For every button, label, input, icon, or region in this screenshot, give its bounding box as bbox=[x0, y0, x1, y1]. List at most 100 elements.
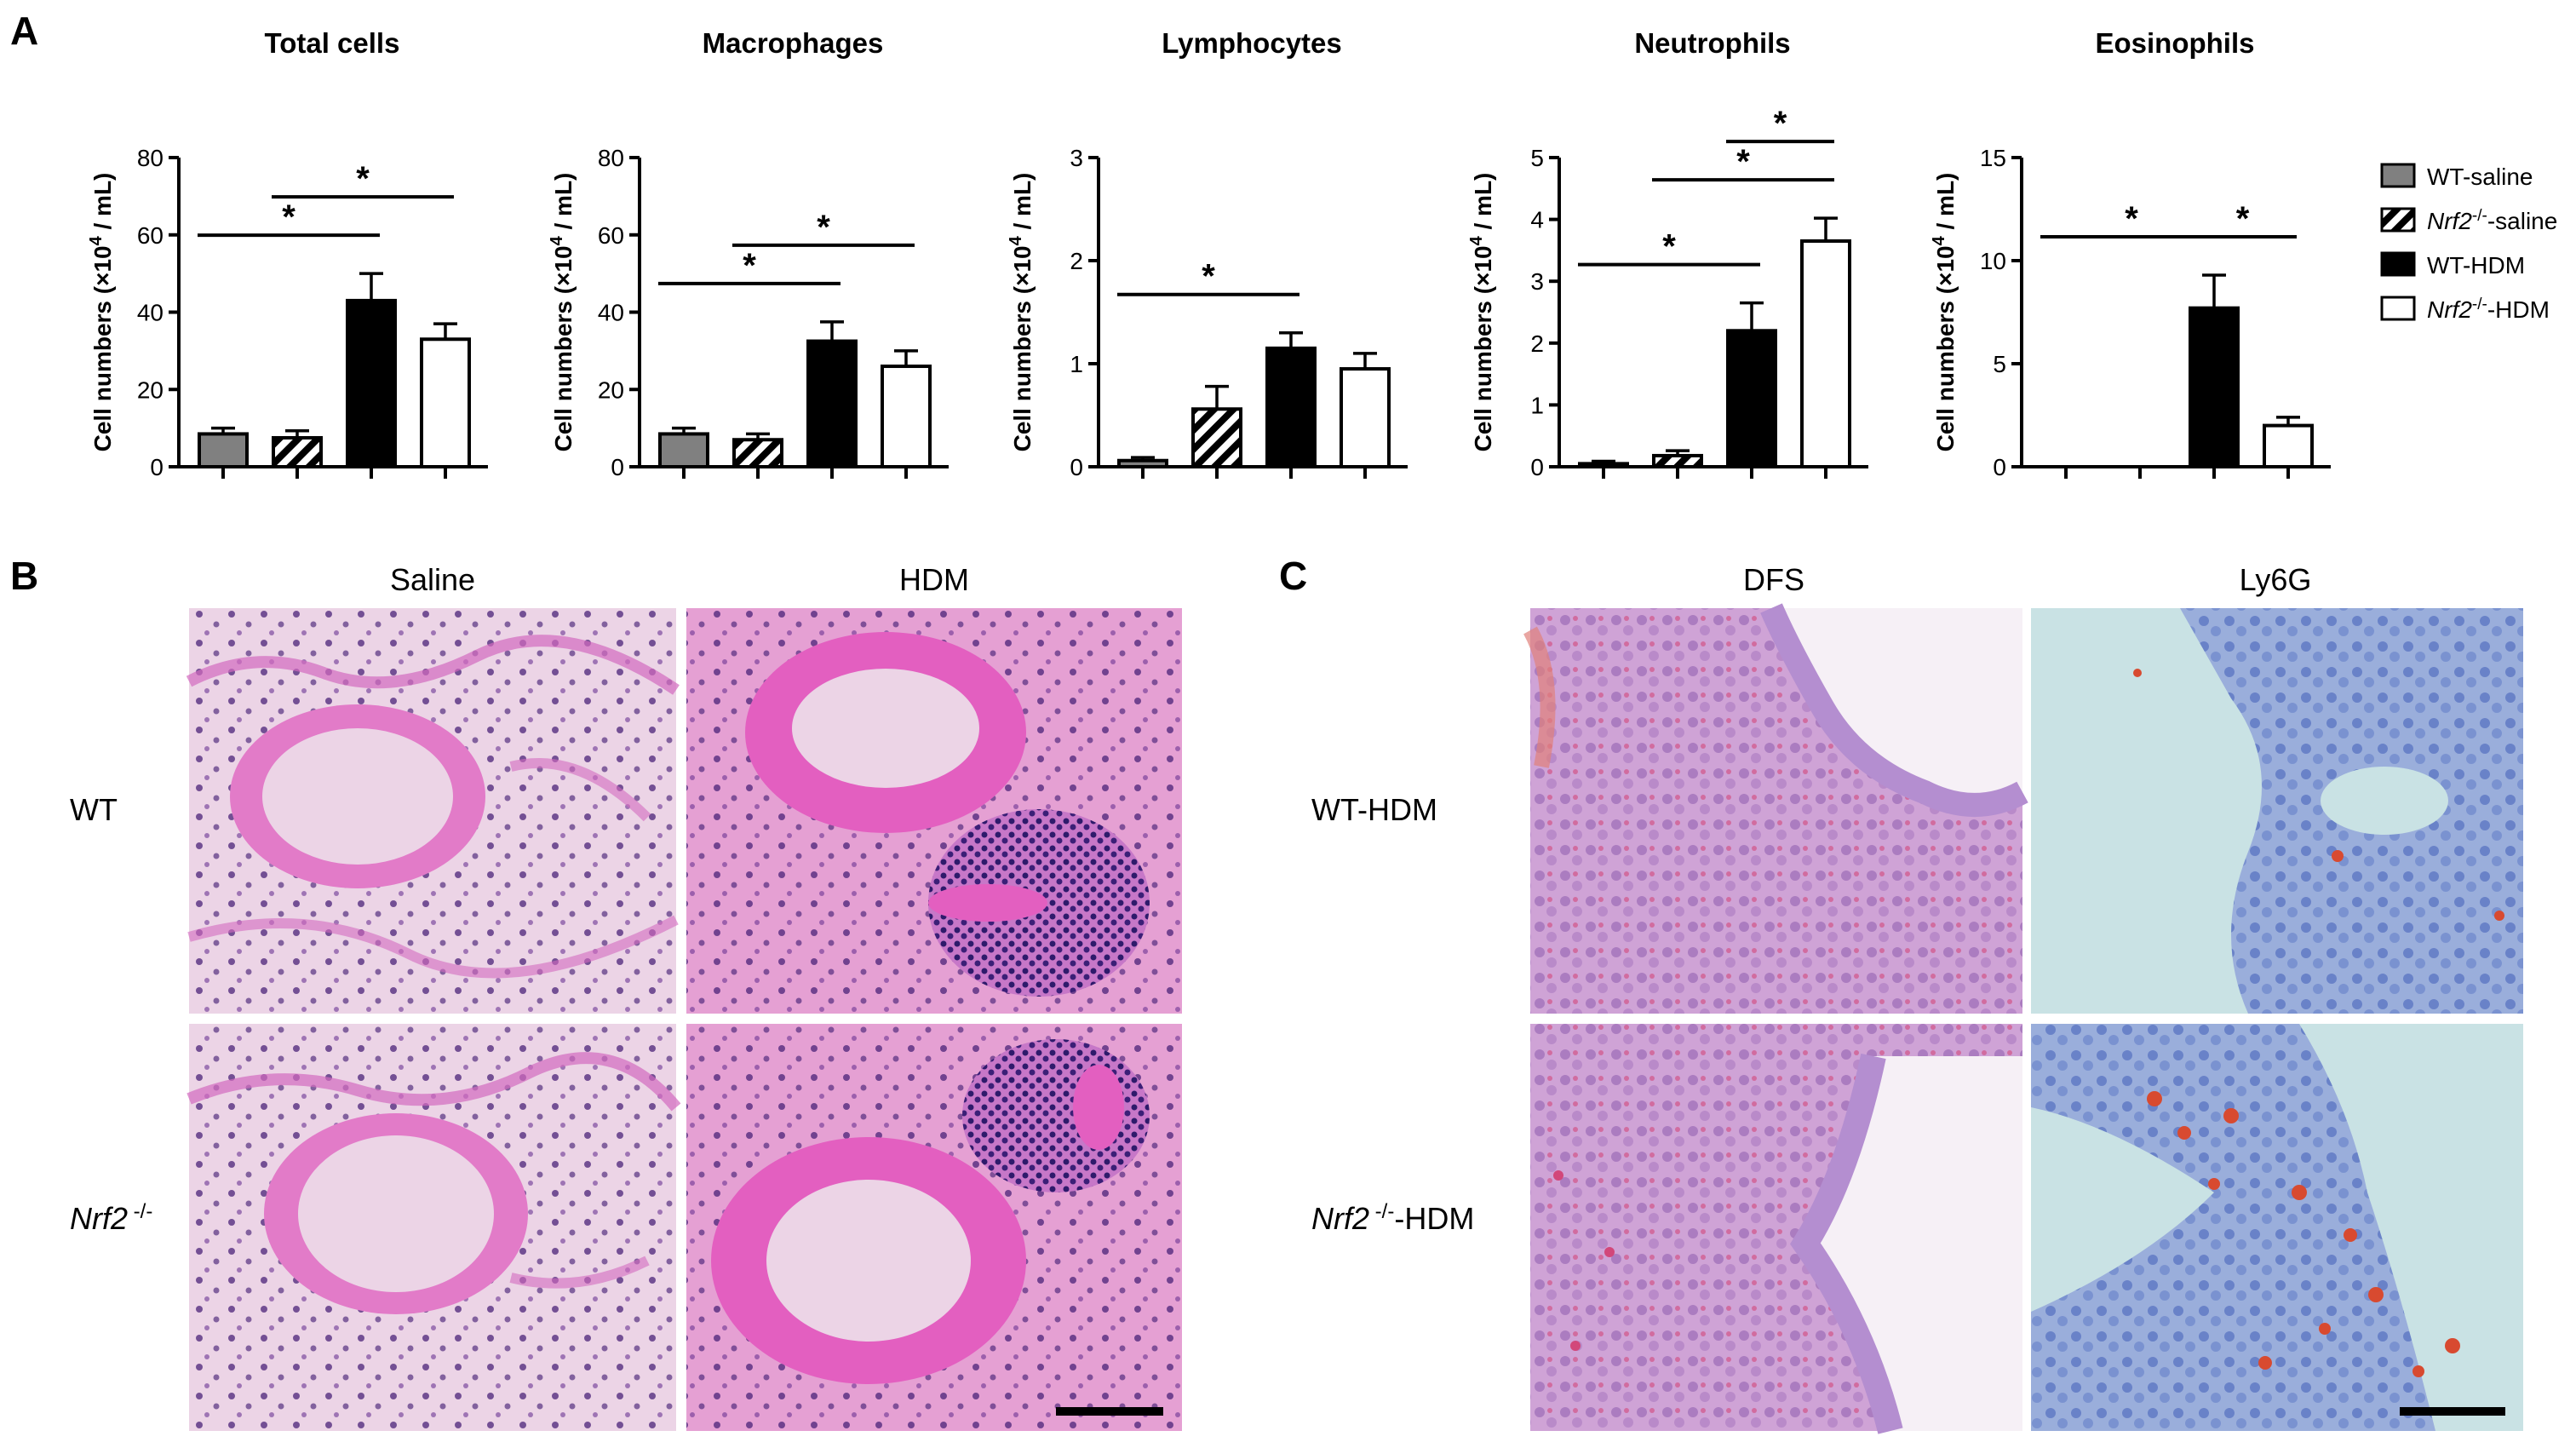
y-tick-label-eosinophils: 5 bbox=[1993, 351, 2006, 377]
bar-lymphocytes-nrf2-hdm bbox=[1340, 367, 1391, 468]
bar-lymphocytes-wt-hdm bbox=[1265, 346, 1317, 468]
y-axis-label-total-cells: Cell numbers (×104 / mL) bbox=[87, 173, 116, 452]
legend-item-2: WT-HDM bbox=[2380, 251, 2525, 279]
y-tick-label-lymphocytes: 0 bbox=[1070, 454, 1083, 480]
panel-b-row-nrf2: Nrf2 -/- bbox=[70, 1200, 152, 1237]
bar-total-cells-nrf2-hdm bbox=[420, 337, 471, 469]
y-tick-label-neutrophils: 3 bbox=[1530, 268, 1544, 295]
bar-lymphocytes-nrf2-saline bbox=[1191, 407, 1242, 468]
significance-star-eosinophils: * bbox=[2125, 200, 2138, 238]
y-tick-label-neutrophils: 0 bbox=[1530, 454, 1544, 480]
legend-swatch-black bbox=[2380, 251, 2416, 277]
y-axis-label-macrophages: Cell numbers (×104 / mL) bbox=[548, 173, 577, 452]
y-tick-label-neutrophils: 2 bbox=[1530, 330, 1544, 357]
bar-lymphocytes-wt-saline bbox=[1117, 458, 1168, 468]
significance-star-macrophages: * bbox=[743, 247, 756, 284]
chart-title-eosinophils: Eosinophils bbox=[2095, 27, 2254, 59]
y-tick-label-neutrophils: 4 bbox=[1530, 207, 1544, 233]
legend-swatch-white bbox=[2380, 296, 2416, 321]
legend: WT-saline Nrf2-/--saline WT-HDM Nrf2-/--HDM bbox=[2380, 163, 2557, 324]
y-tick-label-eosinophils: 0 bbox=[1993, 454, 2006, 480]
significance-star-total-cells: * bbox=[282, 198, 295, 236]
y-tick-label-macrophages: 60 bbox=[598, 222, 624, 249]
significance-star-eosinophils: * bbox=[2236, 200, 2250, 238]
bar-neutrophils-nrf2-hdm bbox=[1800, 239, 1851, 468]
bar-macrophages-wt-saline bbox=[658, 432, 709, 468]
y-tick-label-lymphocytes: 3 bbox=[1070, 145, 1083, 171]
chart-title-lymphocytes: Lymphocytes bbox=[1162, 27, 1342, 59]
chart-lymphocytes: Lymphocytes Cell numbers (×104 / mL) 0 1 2 3 * bbox=[1007, 27, 1408, 480]
y-tick-label-eosinophils: 15 bbox=[1980, 145, 2006, 171]
panel-b: Saline HDM WT Nrf2 -/- bbox=[70, 562, 1182, 1431]
panel-b-row-wt: WT bbox=[70, 792, 118, 827]
y-tick-label-neutrophils: 5 bbox=[1530, 145, 1544, 171]
panel-b-column-hdm: HDM bbox=[899, 562, 969, 597]
bar-neutrophils-wt-saline bbox=[1578, 462, 1629, 468]
panel-c-row-nrf2-hdm: Nrf2 -/--HDM bbox=[1311, 1200, 1474, 1237]
chart-title-neutrophils: Neutrophils bbox=[1634, 27, 1790, 59]
chart-macrophages: Macrophages Cell numbers (×104 / mL) 0 20 40… bbox=[548, 27, 949, 480]
he-image-wt-hdm bbox=[686, 608, 1182, 1014]
bar-eosinophils-wt-hdm bbox=[2189, 306, 2240, 468]
panel-c-row-wt-hdm: WT-HDM bbox=[1311, 792, 1437, 827]
y-tick-label-macrophages: 0 bbox=[611, 454, 624, 480]
y-tick-label-total-cells: 80 bbox=[137, 145, 164, 171]
bar-macrophages-nrf2-hdm bbox=[881, 365, 932, 468]
ly6g-image-nrf2-hdm bbox=[2031, 1024, 2523, 1431]
legend-item-0: WT-saline bbox=[2380, 163, 2533, 190]
bar-macrophages-wt-hdm bbox=[806, 339, 858, 468]
bar-neutrophils-wt-hdm bbox=[1726, 329, 1777, 468]
bar-neutrophils-nrf2-saline bbox=[1652, 453, 1703, 469]
ly6g-image-wt-hdm bbox=[2031, 608, 2523, 1014]
y-axis-label-lymphocytes: Cell numbers (×104 / mL) bbox=[1007, 173, 1036, 452]
chart-title-macrophages: Macrophages bbox=[703, 27, 884, 59]
legend-label-3: Nrf2-/--HDM bbox=[2427, 296, 2550, 324]
chart-total-cells: Total cells Cell numbers (×104 / mL) 0 20 40… bbox=[87, 27, 488, 480]
panel-c: DFS Ly6G WT-HDM Nrf2 -/--HDM bbox=[1311, 562, 2523, 1434]
significance-star-macrophages: * bbox=[817, 209, 830, 246]
he-image-nrf2-saline bbox=[186, 1024, 681, 1431]
chart-neutrophils: Neutrophils Cell numbers (×104 / mL) 0 1 2 3 4… bbox=[1467, 27, 1868, 480]
y-tick-label-total-cells: 60 bbox=[137, 222, 164, 249]
legend-swatch-hatch bbox=[2380, 207, 2416, 233]
dfs-image-nrf2-hdm bbox=[1530, 1024, 2022, 1434]
chart-title-total-cells: Total cells bbox=[265, 27, 400, 59]
dfs-image-wt-hdm bbox=[1523, 603, 2028, 1014]
significance-star-total-cells: * bbox=[356, 160, 370, 198]
chart-eosinophils: Eosinophils Cell numbers (×104 / mL) 0 5 10 1… bbox=[1930, 27, 2331, 480]
y-axis-label-eosinophils: Cell numbers (×104 / mL) bbox=[1930, 173, 1959, 452]
panel-letter-a: A bbox=[10, 9, 38, 53]
legend-item-3: Nrf2-/--HDM bbox=[2380, 296, 2550, 324]
significance-star-neutrophils: * bbox=[1662, 228, 1676, 266]
y-tick-label-eosinophils: 10 bbox=[1980, 248, 2006, 274]
y-tick-label-lymphocytes: 1 bbox=[1070, 351, 1083, 377]
panel-c-column-ly6g: Ly6G bbox=[2240, 562, 2312, 597]
bar-eosinophils-nrf2-hdm bbox=[2263, 423, 2314, 469]
legend-label-2: WT-HDM bbox=[2427, 252, 2525, 279]
panel-letter-c: C bbox=[1279, 554, 1307, 598]
bar-total-cells-nrf2-saline bbox=[272, 435, 323, 468]
legend-swatch-gray bbox=[2380, 163, 2416, 188]
y-tick-label-macrophages: 20 bbox=[598, 376, 624, 403]
y-tick-label-macrophages: 40 bbox=[598, 300, 624, 326]
y-tick-label-lymphocytes: 2 bbox=[1070, 248, 1083, 274]
significance-star-neutrophils: * bbox=[1736, 143, 1750, 181]
y-tick-label-total-cells: 0 bbox=[150, 454, 164, 480]
legend-item-1: Nrf2-/--saline bbox=[2380, 207, 2557, 235]
legend-label-1: Nrf2-/--saline bbox=[2427, 207, 2557, 235]
legend-label-0: WT-saline bbox=[2427, 164, 2533, 190]
y-tick-label-neutrophils: 1 bbox=[1530, 392, 1544, 418]
significance-star-lymphocytes: * bbox=[1202, 258, 1215, 296]
bar-macrophages-nrf2-saline bbox=[732, 438, 783, 468]
y-axis-label-neutrophils: Cell numbers (×104 / mL) bbox=[1467, 173, 1496, 452]
panel-b-column-saline: Saline bbox=[390, 562, 475, 597]
significance-star-neutrophils: * bbox=[1774, 105, 1787, 142]
panel-c-column-dfs: DFS bbox=[1743, 562, 1804, 597]
bar-total-cells-wt-hdm bbox=[346, 298, 397, 469]
panel-letter-b: B bbox=[10, 554, 38, 598]
y-tick-label-total-cells: 40 bbox=[137, 300, 164, 326]
he-image-wt-saline bbox=[186, 608, 680, 1014]
he-image-nrf2-hdm bbox=[686, 1024, 1182, 1431]
bar-total-cells-wt-saline bbox=[198, 432, 249, 468]
